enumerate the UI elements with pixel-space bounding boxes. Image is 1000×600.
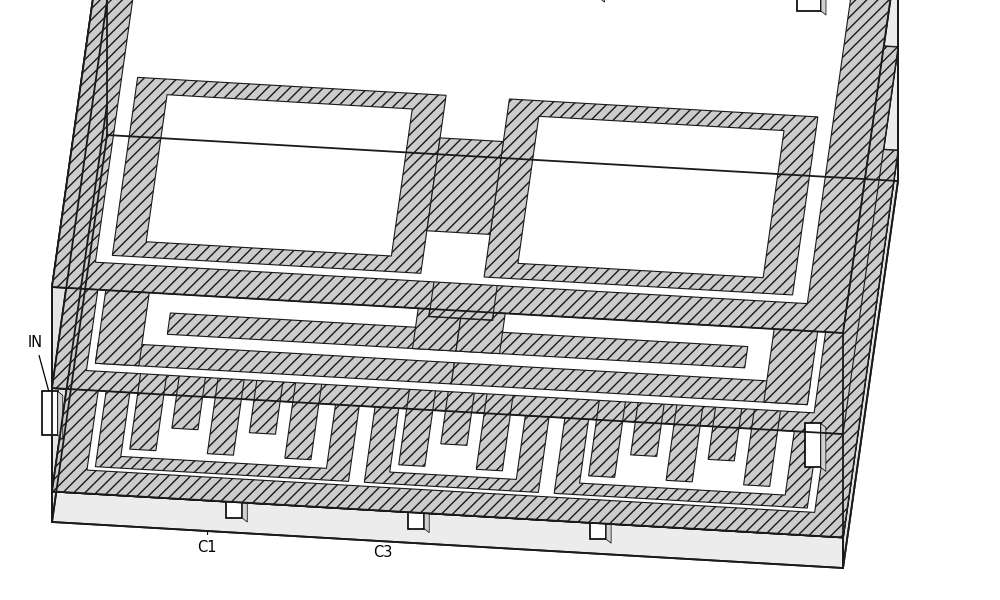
Polygon shape — [797, 0, 821, 11]
Polygon shape — [456, 330, 748, 368]
Polygon shape — [52, 104, 898, 538]
Polygon shape — [764, 217, 834, 404]
Polygon shape — [413, 229, 473, 351]
Polygon shape — [107, 1, 898, 151]
Text: OUT: OUT — [748, 440, 804, 455]
Polygon shape — [167, 313, 459, 351]
Polygon shape — [475, 198, 834, 240]
Polygon shape — [821, 424, 826, 472]
Polygon shape — [52, 1, 898, 434]
Polygon shape — [744, 214, 808, 487]
Polygon shape — [441, 173, 505, 445]
Polygon shape — [146, 95, 412, 256]
Polygon shape — [95, 178, 165, 366]
Polygon shape — [427, 138, 503, 235]
Polygon shape — [52, 1, 107, 491]
Polygon shape — [121, 147, 370, 469]
Polygon shape — [58, 391, 63, 439]
Polygon shape — [107, 0, 898, 47]
Polygon shape — [399, 194, 463, 466]
Polygon shape — [87, 130, 863, 512]
Polygon shape — [226, 474, 242, 518]
Polygon shape — [843, 47, 898, 538]
Polygon shape — [708, 188, 773, 461]
Polygon shape — [666, 209, 731, 482]
Polygon shape — [181, 214, 473, 253]
Polygon shape — [107, 104, 898, 181]
Polygon shape — [207, 183, 272, 455]
Polygon shape — [112, 77, 446, 274]
Polygon shape — [580, 173, 829, 495]
Polygon shape — [52, 104, 898, 538]
Polygon shape — [95, 0, 855, 304]
Polygon shape — [554, 161, 855, 508]
Polygon shape — [470, 231, 762, 269]
Polygon shape — [95, 342, 454, 384]
Text: 5: 5 — [832, 275, 842, 301]
Text: 3: 3 — [563, 0, 589, 53]
Polygon shape — [424, 485, 429, 533]
Polygon shape — [52, 0, 107, 388]
Polygon shape — [456, 231, 517, 353]
Polygon shape — [42, 391, 58, 436]
Polygon shape — [390, 163, 560, 479]
Polygon shape — [451, 362, 810, 404]
Polygon shape — [52, 1, 898, 434]
Polygon shape — [119, 178, 478, 220]
Text: 5: 5 — [58, 288, 92, 380]
Text: 2: 2 — [243, 149, 282, 171]
Text: C3: C3 — [373, 342, 433, 560]
Polygon shape — [600, 0, 605, 2]
Polygon shape — [52, 0, 898, 333]
Polygon shape — [843, 0, 898, 434]
Polygon shape — [408, 485, 424, 529]
Polygon shape — [285, 187, 349, 460]
Polygon shape — [130, 178, 194, 451]
Polygon shape — [606, 495, 611, 543]
Text: 6: 6 — [200, 198, 466, 250]
Text: 4: 4 — [453, 0, 499, 61]
Text: C2: C2 — [584, 28, 668, 197]
Text: L1: L1 — [118, 233, 159, 293]
Polygon shape — [590, 495, 606, 539]
Polygon shape — [52, 491, 843, 568]
Polygon shape — [242, 474, 247, 522]
Polygon shape — [52, 0, 898, 333]
Polygon shape — [364, 149, 586, 493]
Polygon shape — [843, 151, 898, 568]
Polygon shape — [172, 157, 236, 430]
Polygon shape — [429, 262, 500, 320]
Polygon shape — [805, 424, 821, 467]
Polygon shape — [52, 287, 843, 434]
Polygon shape — [429, 262, 500, 320]
Text: GND: GND — [321, 0, 458, 35]
Text: C1: C1 — [197, 330, 221, 555]
Polygon shape — [95, 134, 396, 481]
Polygon shape — [484, 99, 818, 295]
Polygon shape — [518, 116, 784, 278]
Text: IN: IN — [28, 335, 55, 409]
Polygon shape — [52, 388, 843, 538]
Polygon shape — [52, 104, 107, 522]
Polygon shape — [86, 22, 864, 413]
Polygon shape — [821, 0, 826, 15]
Polygon shape — [589, 205, 653, 478]
Polygon shape — [476, 199, 541, 471]
Text: 1: 1 — [312, 13, 526, 136]
Polygon shape — [249, 162, 314, 434]
Text: L2: L2 — [776, 239, 832, 386]
Polygon shape — [631, 184, 695, 457]
